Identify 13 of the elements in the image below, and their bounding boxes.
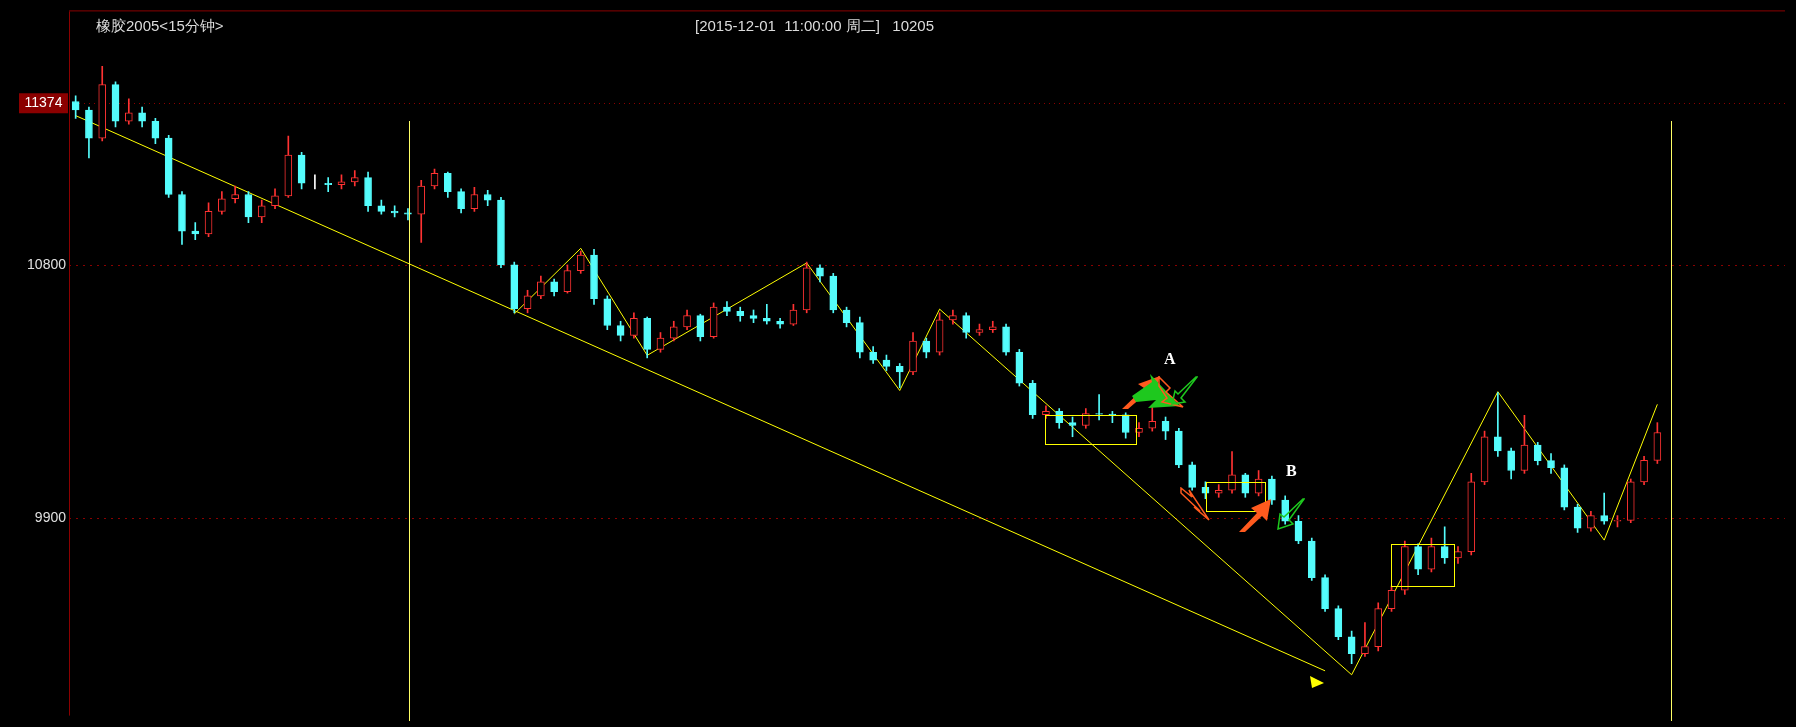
candlestick bbox=[895, 363, 904, 389]
ref-line-label: 11374 bbox=[24, 94, 63, 111]
y-tick-label: 9900 bbox=[34, 509, 67, 526]
candlestick bbox=[404, 208, 412, 221]
annotation: B bbox=[1286, 462, 1297, 480]
candlestick bbox=[762, 304, 771, 325]
chart-subtitle: [2015-12-01 11:00:00 周二] 10205 bbox=[695, 17, 935, 36]
candlestick bbox=[1361, 622, 1369, 657]
annotation: A bbox=[1164, 350, 1176, 368]
y-tick-label: 10800 bbox=[27, 255, 67, 272]
candlestick bbox=[1494, 392, 1502, 457]
candlestick bbox=[1600, 492, 1609, 525]
chart-title: 橡胶2005<15分钟> bbox=[96, 17, 224, 36]
